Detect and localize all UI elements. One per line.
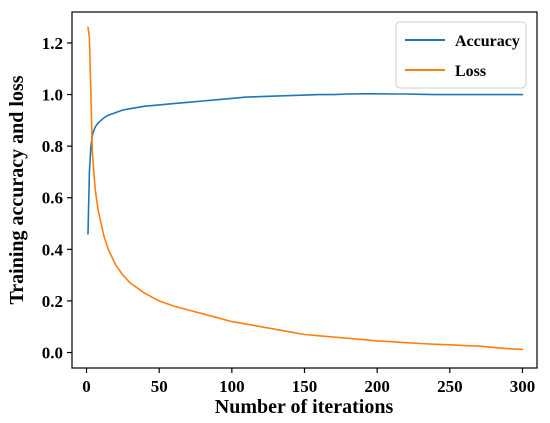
x-tick-label: 150 <box>292 377 318 396</box>
y-tick-label: 1.2 <box>42 34 63 53</box>
y-tick-label: 1.0 <box>42 86 63 105</box>
x-tick-label: 100 <box>219 377 245 396</box>
y-tick-label: 0.0 <box>42 344 63 363</box>
y-tick-label: 0.6 <box>42 189 63 208</box>
y-tick-label: 0.8 <box>42 137 63 156</box>
x-tick-label: 200 <box>364 377 390 396</box>
y-tick-label: 0.4 <box>42 240 64 259</box>
plot-lines <box>87 26 524 351</box>
series-line-accuracy <box>87 93 524 235</box>
legend-label-loss: Loss <box>455 63 486 80</box>
y-tick-label: 0.2 <box>42 292 63 311</box>
x-axis-title: Number of iterations <box>215 396 394 418</box>
x-tick-label: 0 <box>82 377 91 396</box>
x-tick-label: 300 <box>510 377 536 396</box>
x-tick-label: 50 <box>151 377 168 396</box>
legend: Accuracy Loss <box>395 21 527 89</box>
legend-box <box>395 21 527 89</box>
x-tick-label: 250 <box>437 377 463 396</box>
y-axis-title: Training accuracy and loss <box>6 75 28 304</box>
y-axis-ticks: 0.0 0.2 0.4 0.6 0.8 1.0 1.2 <box>42 34 72 363</box>
series-line-loss <box>87 26 524 351</box>
legend-label-accuracy: Accuracy <box>455 33 520 50</box>
x-axis-ticks: 0 50 100 150 200 250 300 <box>82 368 535 396</box>
